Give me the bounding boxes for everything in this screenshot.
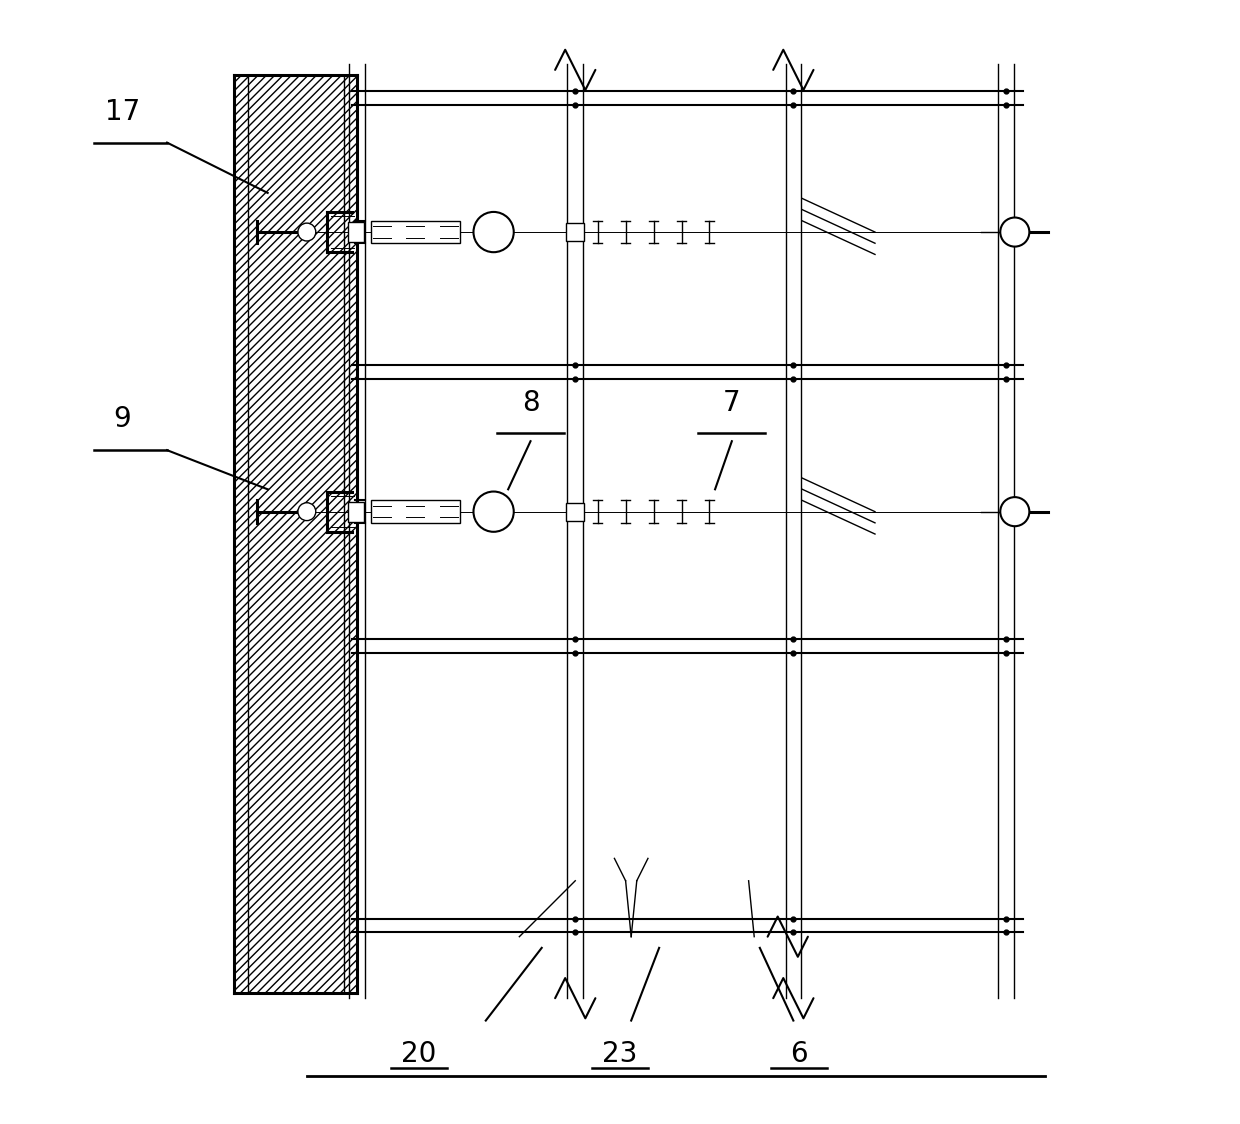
Text: 20: 20: [401, 1040, 436, 1068]
Text: 8: 8: [522, 389, 539, 417]
Circle shape: [474, 491, 513, 532]
Bar: [567, 223, 584, 241]
Text: 17: 17: [104, 98, 140, 126]
Bar: [567, 502, 584, 520]
Bar: [234, 75, 357, 992]
Bar: [348, 223, 363, 242]
Text: 23: 23: [603, 1040, 637, 1068]
Circle shape: [1001, 497, 1029, 526]
Circle shape: [474, 212, 513, 252]
Bar: [348, 501, 363, 522]
Circle shape: [298, 502, 316, 520]
Text: 7: 7: [723, 389, 740, 417]
Text: 9: 9: [113, 406, 131, 434]
Circle shape: [1001, 218, 1029, 246]
Circle shape: [298, 223, 316, 241]
Text: 6: 6: [790, 1040, 807, 1068]
Bar: [371, 221, 460, 243]
Bar: [371, 500, 460, 523]
